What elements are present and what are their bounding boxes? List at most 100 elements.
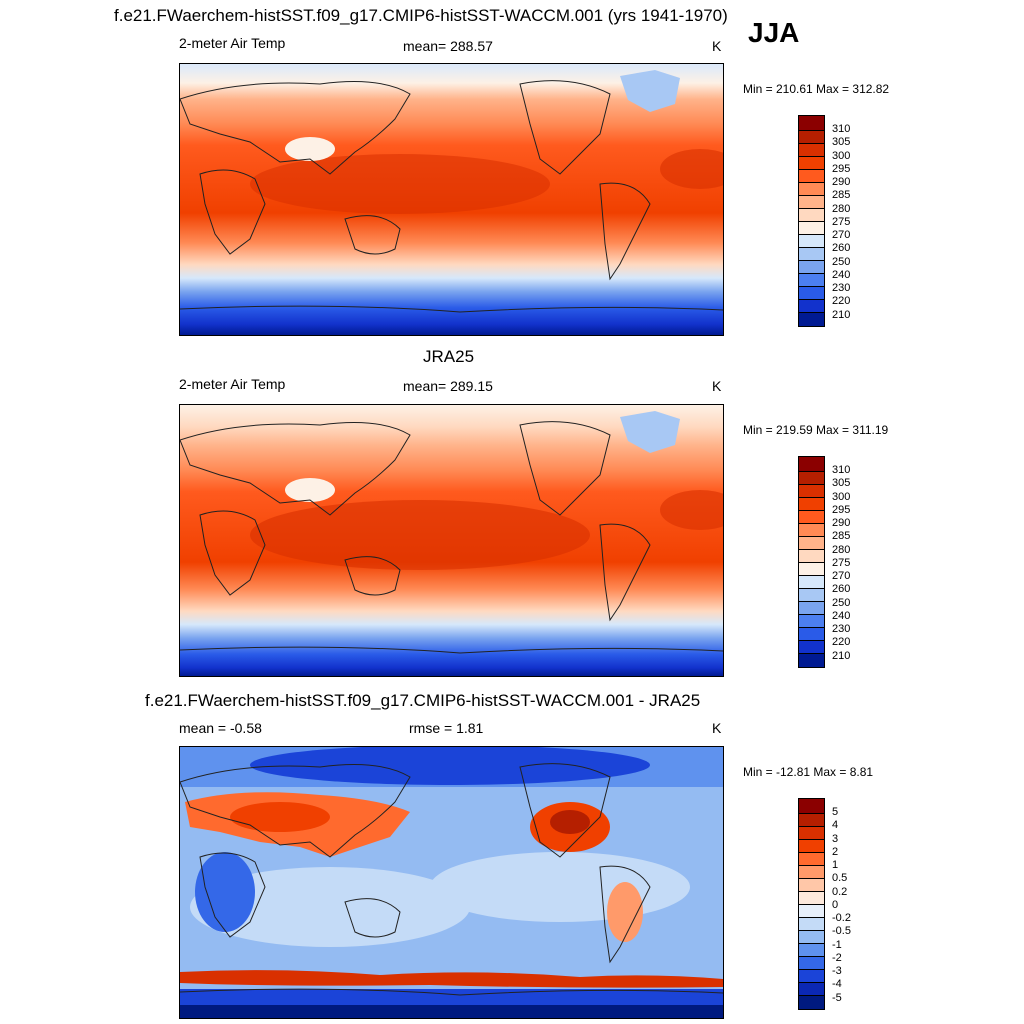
- panel2-minmax: Min = 219.59 Max = 311.19: [743, 423, 889, 437]
- panel3-map: [179, 746, 724, 1019]
- panel3-minmax: Min = -12.81 Max = 8.81: [743, 765, 874, 779]
- panel2-mean: mean= 289.15: [403, 378, 493, 394]
- panel3-cb-label: -0.2: [832, 912, 851, 924]
- panel2-cb-seg: [799, 614, 824, 627]
- panel1-cb-seg: [799, 312, 824, 326]
- panel3-cb-label: 0.2: [832, 886, 848, 898]
- panel2-colorbar: [798, 456, 825, 668]
- panel3-cb-seg: [799, 995, 824, 1009]
- panel2-cb-label: 300: [832, 491, 851, 503]
- panel1-coast-australia: [344, 215, 401, 255]
- figure-title: f.e21.FWaerchem-histSST.f09_g17.CMIP6-hi…: [114, 6, 728, 25]
- panel2-cb-label: 310: [832, 464, 851, 476]
- panel1-cb-label: 280: [832, 203, 851, 215]
- panel1-cb-label: 220: [832, 295, 851, 307]
- panel3-cb-seg: [799, 878, 824, 891]
- panel2-cb-seg: [799, 575, 824, 588]
- panel2-cb-seg: [799, 562, 824, 575]
- panel2-cb-seg: [799, 523, 824, 536]
- panel1-coast-eurasia: [180, 81, 411, 175]
- panel3-coast-australia: [344, 898, 401, 938]
- panel3-rmse: rmse = 1.81: [409, 720, 484, 736]
- panel2-cb-label: 285: [832, 530, 851, 542]
- panel2-cb-seg: [799, 484, 824, 497]
- panel3-cb-seg: [799, 865, 824, 878]
- panel1-cb-seg: [799, 260, 824, 273]
- panel2-cb-label: 290: [832, 517, 851, 529]
- panel2-cb-label: 260: [832, 583, 851, 595]
- panel1-cb-label: 285: [832, 189, 851, 201]
- panel3-southern-warm: [180, 970, 723, 988]
- panel2-cb-label: 220: [832, 636, 851, 648]
- panel3-cb-seg: [799, 799, 824, 813]
- panel1-cb-seg: [799, 221, 824, 234]
- panel2-coast-africa: [199, 510, 266, 596]
- panel3-cb-seg: [799, 813, 824, 826]
- panel1-cb-seg: [799, 130, 824, 143]
- panel2-tibet: [285, 478, 335, 502]
- panel1-cb-label: 240: [832, 269, 851, 281]
- panel1-colorbar: [798, 115, 825, 327]
- panel1-map: [179, 63, 724, 336]
- panel1-variable: 2-meter Air Temp: [179, 35, 286, 51]
- panel1-cb-label: 295: [832, 163, 851, 175]
- panel3-cb-seg: [799, 904, 824, 917]
- panel1-cb-seg: [799, 116, 824, 130]
- panel3-cb-seg: [799, 891, 824, 904]
- panel2-cb-label: 240: [832, 610, 851, 622]
- panel1-cb-label: 310: [832, 123, 851, 135]
- panel1-cb-seg: [799, 234, 824, 247]
- panel3-title: f.e21.FWaerchem-histSST.f09_g17.CMIP6-hi…: [145, 691, 701, 710]
- panel2-cb-seg: [799, 457, 824, 471]
- panel2-cb-label: 270: [832, 570, 851, 582]
- panel3-africa-cold: [195, 852, 255, 932]
- panel2-cb-seg: [799, 627, 824, 640]
- panel2-cb-seg: [799, 588, 824, 601]
- panel3-cb-label: -0.5: [832, 925, 851, 937]
- panel3-coast-namerica: [519, 763, 611, 858]
- panel3-coast-africa: [199, 852, 266, 938]
- panel1-coast-namerica: [519, 80, 611, 175]
- panel3-cb-seg: [799, 956, 824, 969]
- panel2-cb-label: 295: [832, 504, 851, 516]
- panel3-cb-seg: [799, 839, 824, 852]
- panel1-cb-seg: [799, 299, 824, 312]
- panel1-cb-label: 210: [832, 309, 851, 321]
- panel1-minmax: Min = 210.61 Max = 312.82: [743, 82, 890, 96]
- panel2-cb-label: 275: [832, 557, 851, 569]
- panel1-warmpool: [250, 154, 550, 214]
- panel3-cb-seg: [799, 852, 824, 865]
- panel2-cb-seg: [799, 601, 824, 614]
- panel1-cb-label: 260: [832, 242, 851, 254]
- panel1-cb-seg: [799, 156, 824, 169]
- panel1-cb-seg: [799, 247, 824, 260]
- panel3-cb-seg: [799, 826, 824, 839]
- panel2-variable: 2-meter Air Temp: [179, 376, 286, 392]
- panel3-cb-label: 0: [832, 899, 839, 911]
- panel1-cb-label: 300: [832, 150, 851, 162]
- panel1-cb-label: 305: [832, 136, 851, 148]
- panel3-cb-seg: [799, 982, 824, 995]
- panel2-coast-samerica: [599, 523, 651, 622]
- panel2-cb-seg: [799, 653, 824, 667]
- panel2-title: JRA25: [423, 347, 475, 366]
- panel3-cb-label: 0.5: [832, 872, 848, 884]
- panel1-cb-seg: [799, 273, 824, 286]
- panel2-cb-label: 280: [832, 544, 851, 556]
- panel1-mean: mean= 288.57: [403, 38, 493, 54]
- panel2-coast-antarctica: [180, 646, 723, 654]
- panel2-cb-label: 250: [832, 597, 851, 609]
- panel3-cb-label: 1: [832, 859, 839, 871]
- panel3-samerica-warm: [607, 882, 643, 942]
- panel1-cb-label: 230: [832, 282, 851, 294]
- panel1-units: K: [712, 38, 722, 54]
- panel1-cb-seg: [799, 182, 824, 195]
- panel3-colorbar: [798, 798, 825, 1010]
- panel3-arctic-cold: [250, 747, 650, 785]
- panel3-cb-seg: [799, 930, 824, 943]
- panel1-cb-seg: [799, 169, 824, 182]
- panel2-cb-seg: [799, 640, 824, 653]
- panel2-map: [179, 404, 724, 677]
- panel1-cb-seg: [799, 208, 824, 221]
- panel1-tibet: [285, 137, 335, 161]
